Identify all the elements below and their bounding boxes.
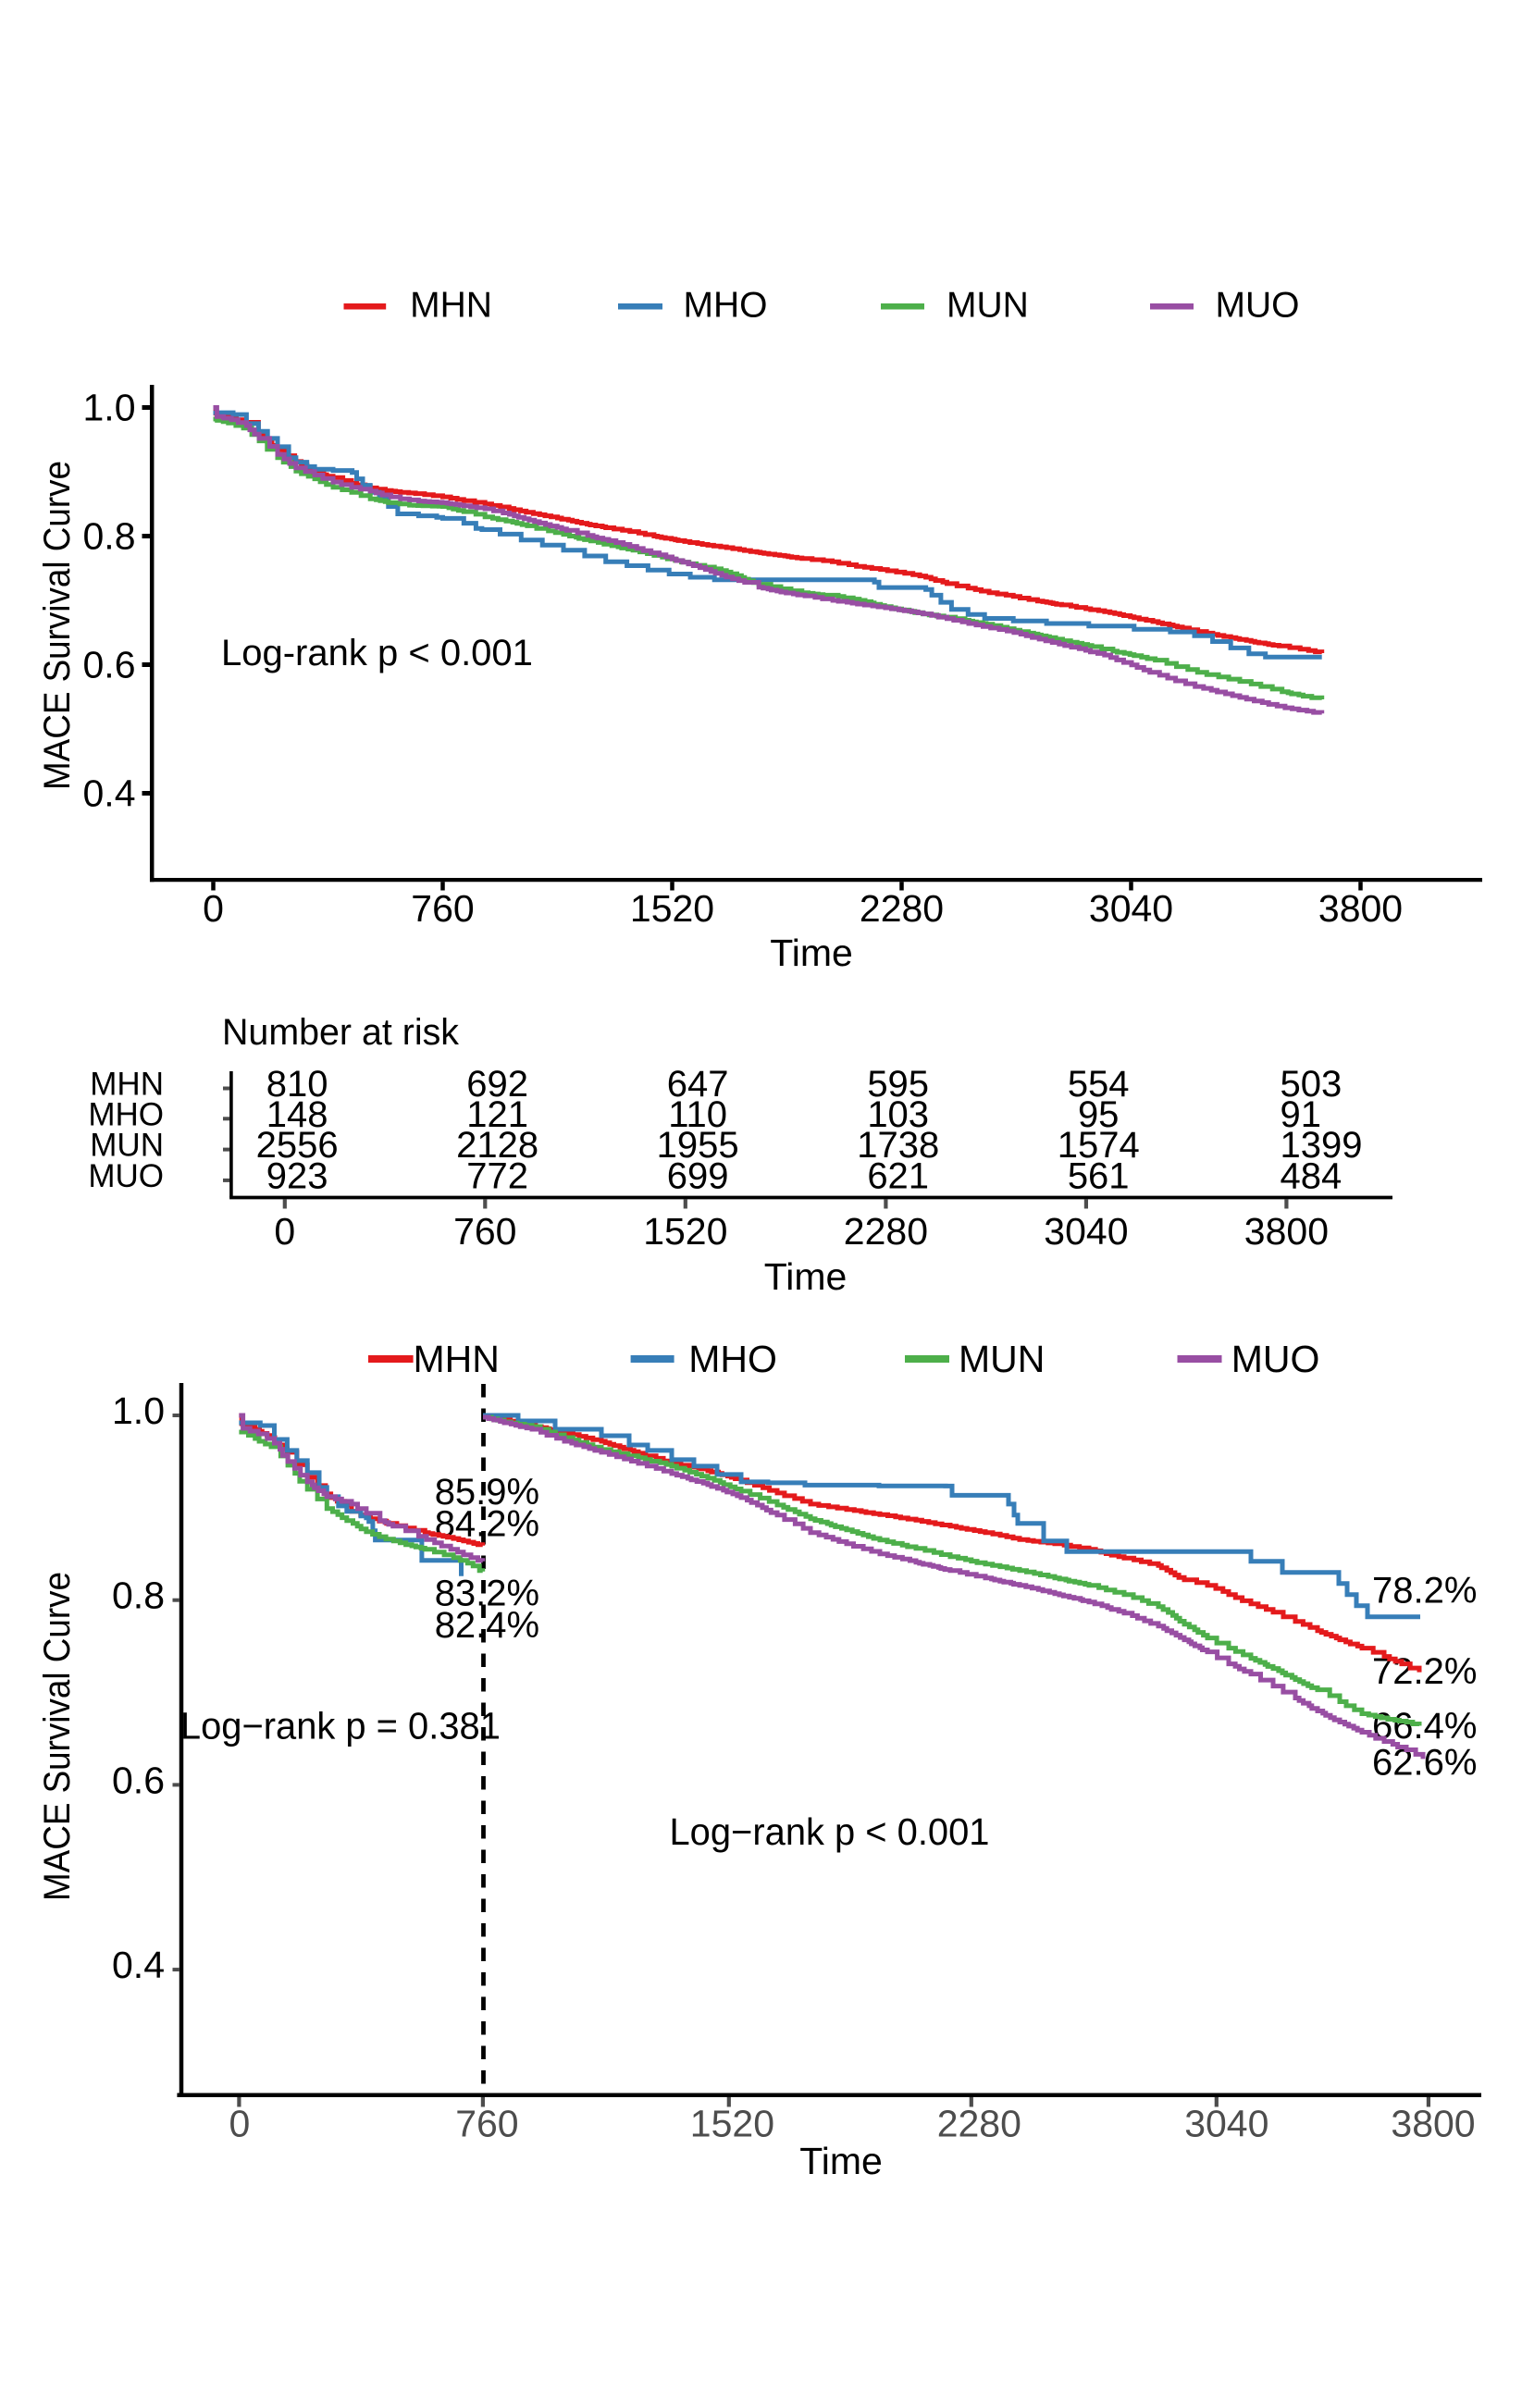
svg-text:MHO: MHO: [688, 1338, 777, 1380]
svg-text:3040: 3040: [1044, 1210, 1128, 1253]
svg-text:1520: 1520: [643, 1210, 727, 1253]
svg-text:2280: 2280: [937, 2103, 1021, 2145]
svg-text:Log−rank p < 0.001: Log−rank p < 0.001: [670, 1810, 990, 1853]
svg-text:2556: 2556: [256, 1125, 339, 1166]
svg-text:MHO: MHO: [88, 1096, 164, 1132]
svg-text:103: 103: [867, 1094, 929, 1135]
svg-text:0.4: 0.4: [83, 772, 136, 815]
svg-text:MHN: MHN: [410, 285, 492, 325]
svg-text:85.9%: 85.9%: [435, 1472, 539, 1513]
svg-text:MACE Survival Curve: MACE Survival Curve: [37, 1572, 78, 1901]
svg-text:923: 923: [266, 1155, 328, 1196]
svg-text:82.4%: 82.4%: [435, 1605, 539, 1646]
svg-text:1520: 1520: [630, 887, 714, 930]
svg-text:3800: 3800: [1318, 887, 1403, 930]
svg-text:3040: 3040: [1184, 2103, 1268, 2145]
svg-text:1399: 1399: [1281, 1125, 1363, 1166]
svg-text:3800: 3800: [1391, 2103, 1475, 2145]
svg-text:Time: Time: [799, 2140, 883, 2182]
svg-text:Time: Time: [770, 932, 853, 974]
svg-text:Time: Time: [764, 1255, 848, 1298]
svg-text:110: 110: [668, 1094, 727, 1135]
svg-text:0.8: 0.8: [83, 515, 136, 558]
svg-text:0: 0: [203, 887, 224, 930]
svg-text:621: 621: [867, 1155, 929, 1196]
svg-text:772: 772: [466, 1155, 528, 1196]
svg-text:MUO: MUO: [88, 1158, 164, 1194]
svg-text:1520: 1520: [690, 2103, 774, 2145]
svg-text:MUO: MUO: [1231, 1338, 1320, 1380]
svg-text:2280: 2280: [844, 1210, 928, 1253]
svg-text:0.4: 0.4: [112, 1944, 165, 1986]
svg-text:692: 692: [466, 1064, 528, 1105]
svg-text:Log-rank p < 0.001: Log-rank p < 0.001: [221, 633, 533, 673]
svg-text:2128: 2128: [456, 1125, 538, 1166]
svg-text:MHN: MHN: [90, 1067, 164, 1103]
svg-text:1574: 1574: [1058, 1125, 1140, 1166]
svg-text:760: 760: [411, 887, 474, 930]
svg-text:1.0: 1.0: [83, 387, 136, 429]
svg-text:699: 699: [667, 1155, 729, 1196]
svg-text:MUN: MUN: [90, 1128, 164, 1164]
svg-text:MUO: MUO: [1216, 285, 1300, 325]
svg-text:595: 595: [867, 1064, 929, 1105]
svg-text:2280: 2280: [860, 887, 944, 930]
svg-text:1738: 1738: [857, 1125, 939, 1166]
svg-text:561: 561: [1068, 1155, 1130, 1196]
svg-text:484: 484: [1281, 1155, 1343, 1196]
svg-text:1955: 1955: [657, 1125, 739, 1166]
svg-text:0.6: 0.6: [83, 644, 136, 686]
svg-text:760: 760: [455, 2103, 518, 2145]
svg-text:760: 760: [453, 1210, 516, 1253]
svg-text:MHO: MHO: [684, 285, 768, 325]
svg-text:Log−rank p = 0.381: Log−rank p = 0.381: [180, 1705, 501, 1747]
svg-text:95: 95: [1078, 1094, 1120, 1135]
svg-text:810: 810: [266, 1064, 328, 1105]
svg-text:MUN: MUN: [947, 285, 1029, 325]
svg-text:3800: 3800: [1244, 1210, 1329, 1253]
svg-text:503: 503: [1281, 1064, 1343, 1105]
svg-text:Number at risk: Number at risk: [222, 1012, 460, 1053]
svg-text:MHN: MHN: [414, 1338, 500, 1380]
svg-text:3040: 3040: [1089, 887, 1173, 930]
svg-text:62.6%: 62.6%: [1372, 1742, 1477, 1783]
svg-text:MACE Survival Curve: MACE Survival Curve: [37, 461, 78, 790]
svg-text:554: 554: [1068, 1064, 1130, 1105]
svg-text:0: 0: [274, 1210, 295, 1253]
svg-text:0.8: 0.8: [112, 1574, 165, 1617]
svg-text:83.2%: 83.2%: [435, 1574, 539, 1614]
svg-text:148: 148: [266, 1094, 328, 1135]
svg-text:0.6: 0.6: [112, 1759, 165, 1801]
svg-text:0: 0: [229, 2103, 250, 2145]
svg-text:MUN: MUN: [959, 1338, 1045, 1380]
svg-text:121: 121: [466, 1094, 528, 1135]
svg-text:78.2%: 78.2%: [1372, 1571, 1477, 1612]
svg-text:647: 647: [667, 1064, 729, 1105]
svg-text:1.0: 1.0: [112, 1389, 165, 1432]
svg-text:91: 91: [1281, 1094, 1322, 1135]
